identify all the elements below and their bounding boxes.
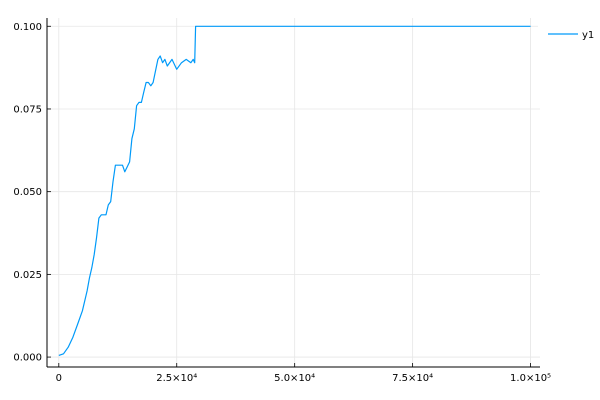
- legend-label-y1: y1: [582, 30, 594, 41]
- grid: [47, 18, 540, 367]
- y-tick-label: 0.025: [13, 270, 42, 281]
- axes: 0 2.5×10⁴ 5.0×10⁴ 7.5×10⁴ 1.0×10⁵ 0.000 0.025 0…: [13, 18, 551, 384]
- series-layer: [58, 25, 531, 356]
- x-tick-label: 5.0×10⁴: [274, 373, 315, 384]
- series-line-y1: [58, 25, 531, 356]
- legend: y1: [538, 22, 600, 46]
- y-tick-label: 0.050: [13, 187, 42, 198]
- y-tick-label: 0.075: [13, 104, 42, 115]
- x-tick-label: 1.0×10⁵: [510, 373, 551, 384]
- x-tick-label: 7.5×10⁴: [392, 373, 433, 384]
- y-tick-label: 0.100: [13, 22, 42, 33]
- y-tick-label: 0.000: [13, 353, 42, 364]
- x-tick-label: 2.5×10⁴: [156, 373, 197, 384]
- x-tick-label: 0: [56, 373, 62, 384]
